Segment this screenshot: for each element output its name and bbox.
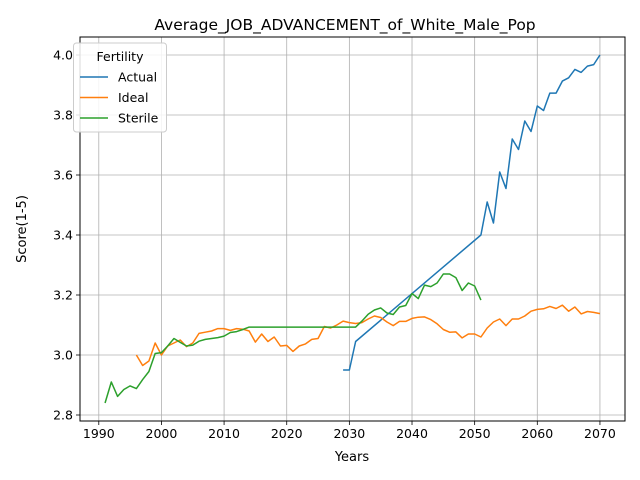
x-axis: 1990 2000 2010 2020 2030 2040 2050 2060 2070 bbox=[83, 421, 616, 441]
y-axis-label: Score(1-5) bbox=[15, 195, 30, 263]
y-tick-label: 4.0 bbox=[53, 48, 73, 63]
legend-title: Fertility bbox=[97, 49, 145, 64]
x-tick-label: 2050 bbox=[459, 426, 491, 441]
x-tick-label: 2000 bbox=[146, 426, 178, 441]
series-line-ideal bbox=[135, 304, 601, 367]
series-line-sterile bbox=[104, 273, 482, 404]
x-tick-label: 2040 bbox=[396, 426, 428, 441]
chart-title: Average_JOB_ADVANCEMENT_of_White_Male_Po… bbox=[154, 16, 535, 35]
x-tick-label: 2070 bbox=[584, 426, 616, 441]
x-axis-label: Years bbox=[334, 450, 370, 465]
x-tick-label: 2060 bbox=[521, 426, 553, 441]
legend-label-sterile: Sterile bbox=[118, 111, 159, 126]
y-tick-label: 3.2 bbox=[53, 288, 73, 303]
x-tick-label: 2030 bbox=[333, 426, 365, 441]
x-tick-label: 1990 bbox=[83, 426, 115, 441]
y-tick-label: 3.4 bbox=[53, 228, 73, 243]
legend-label-actual: Actual bbox=[118, 70, 157, 85]
series-line-actual bbox=[343, 54, 601, 371]
legend: Fertility Actual Ideal Sterile bbox=[73, 42, 167, 133]
y-tick-label: 2.8 bbox=[53, 408, 73, 423]
y-tick-label: 3.0 bbox=[53, 348, 73, 363]
y-tick-label: 3.8 bbox=[53, 108, 73, 123]
legend-box bbox=[73, 42, 167, 133]
plot-frame bbox=[79, 36, 626, 422]
x-tick-label: 2010 bbox=[208, 426, 240, 441]
x-tick-label: 2020 bbox=[271, 426, 303, 441]
y-tick-label: 3.6 bbox=[53, 168, 73, 183]
y-axis: 2.8 3.0 3.2 3.4 3.6 3.8 4.0 bbox=[53, 48, 80, 423]
series-layer bbox=[104, 54, 601, 404]
legend-label-ideal: Ideal bbox=[118, 90, 148, 105]
